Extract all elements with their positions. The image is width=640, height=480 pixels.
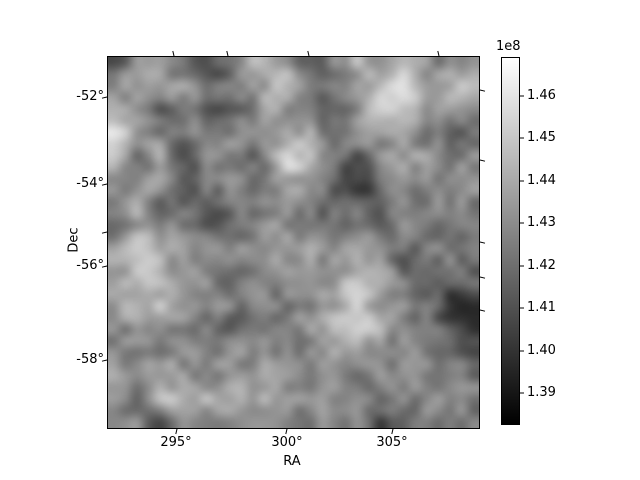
y-tick-label: -54° — [76, 176, 104, 191]
x-tick-label: 300° — [271, 435, 303, 450]
colorbar-tick-label: 1.40 — [527, 343, 556, 358]
y-axis-label: Dec — [66, 227, 82, 253]
colorbar-tick-label: 1.46 — [527, 88, 556, 103]
colorbar-tick-label: 1.42 — [527, 258, 556, 273]
y-tick-label: -56° — [76, 258, 104, 273]
y-tick-label: -58° — [76, 352, 104, 367]
colorbar-tick-label: 1.43 — [527, 215, 556, 230]
colorbar-tick-label: 1.45 — [527, 130, 556, 145]
colorbar-tick-label: 1.39 — [527, 385, 556, 400]
colorbar-offset-label: 1e8 — [496, 39, 521, 54]
colorbar-tick-label: 1.44 — [527, 173, 556, 188]
colorbar-gradient — [501, 57, 520, 425]
y-tick-label: -52° — [76, 89, 104, 104]
x-tick-label: 305° — [376, 435, 408, 450]
sky-map-heatmap — [108, 57, 479, 428]
x-axis-label: RA — [283, 454, 301, 469]
colorbar-tick-label: 1.41 — [527, 300, 556, 315]
x-tick-label: 295° — [160, 435, 192, 450]
